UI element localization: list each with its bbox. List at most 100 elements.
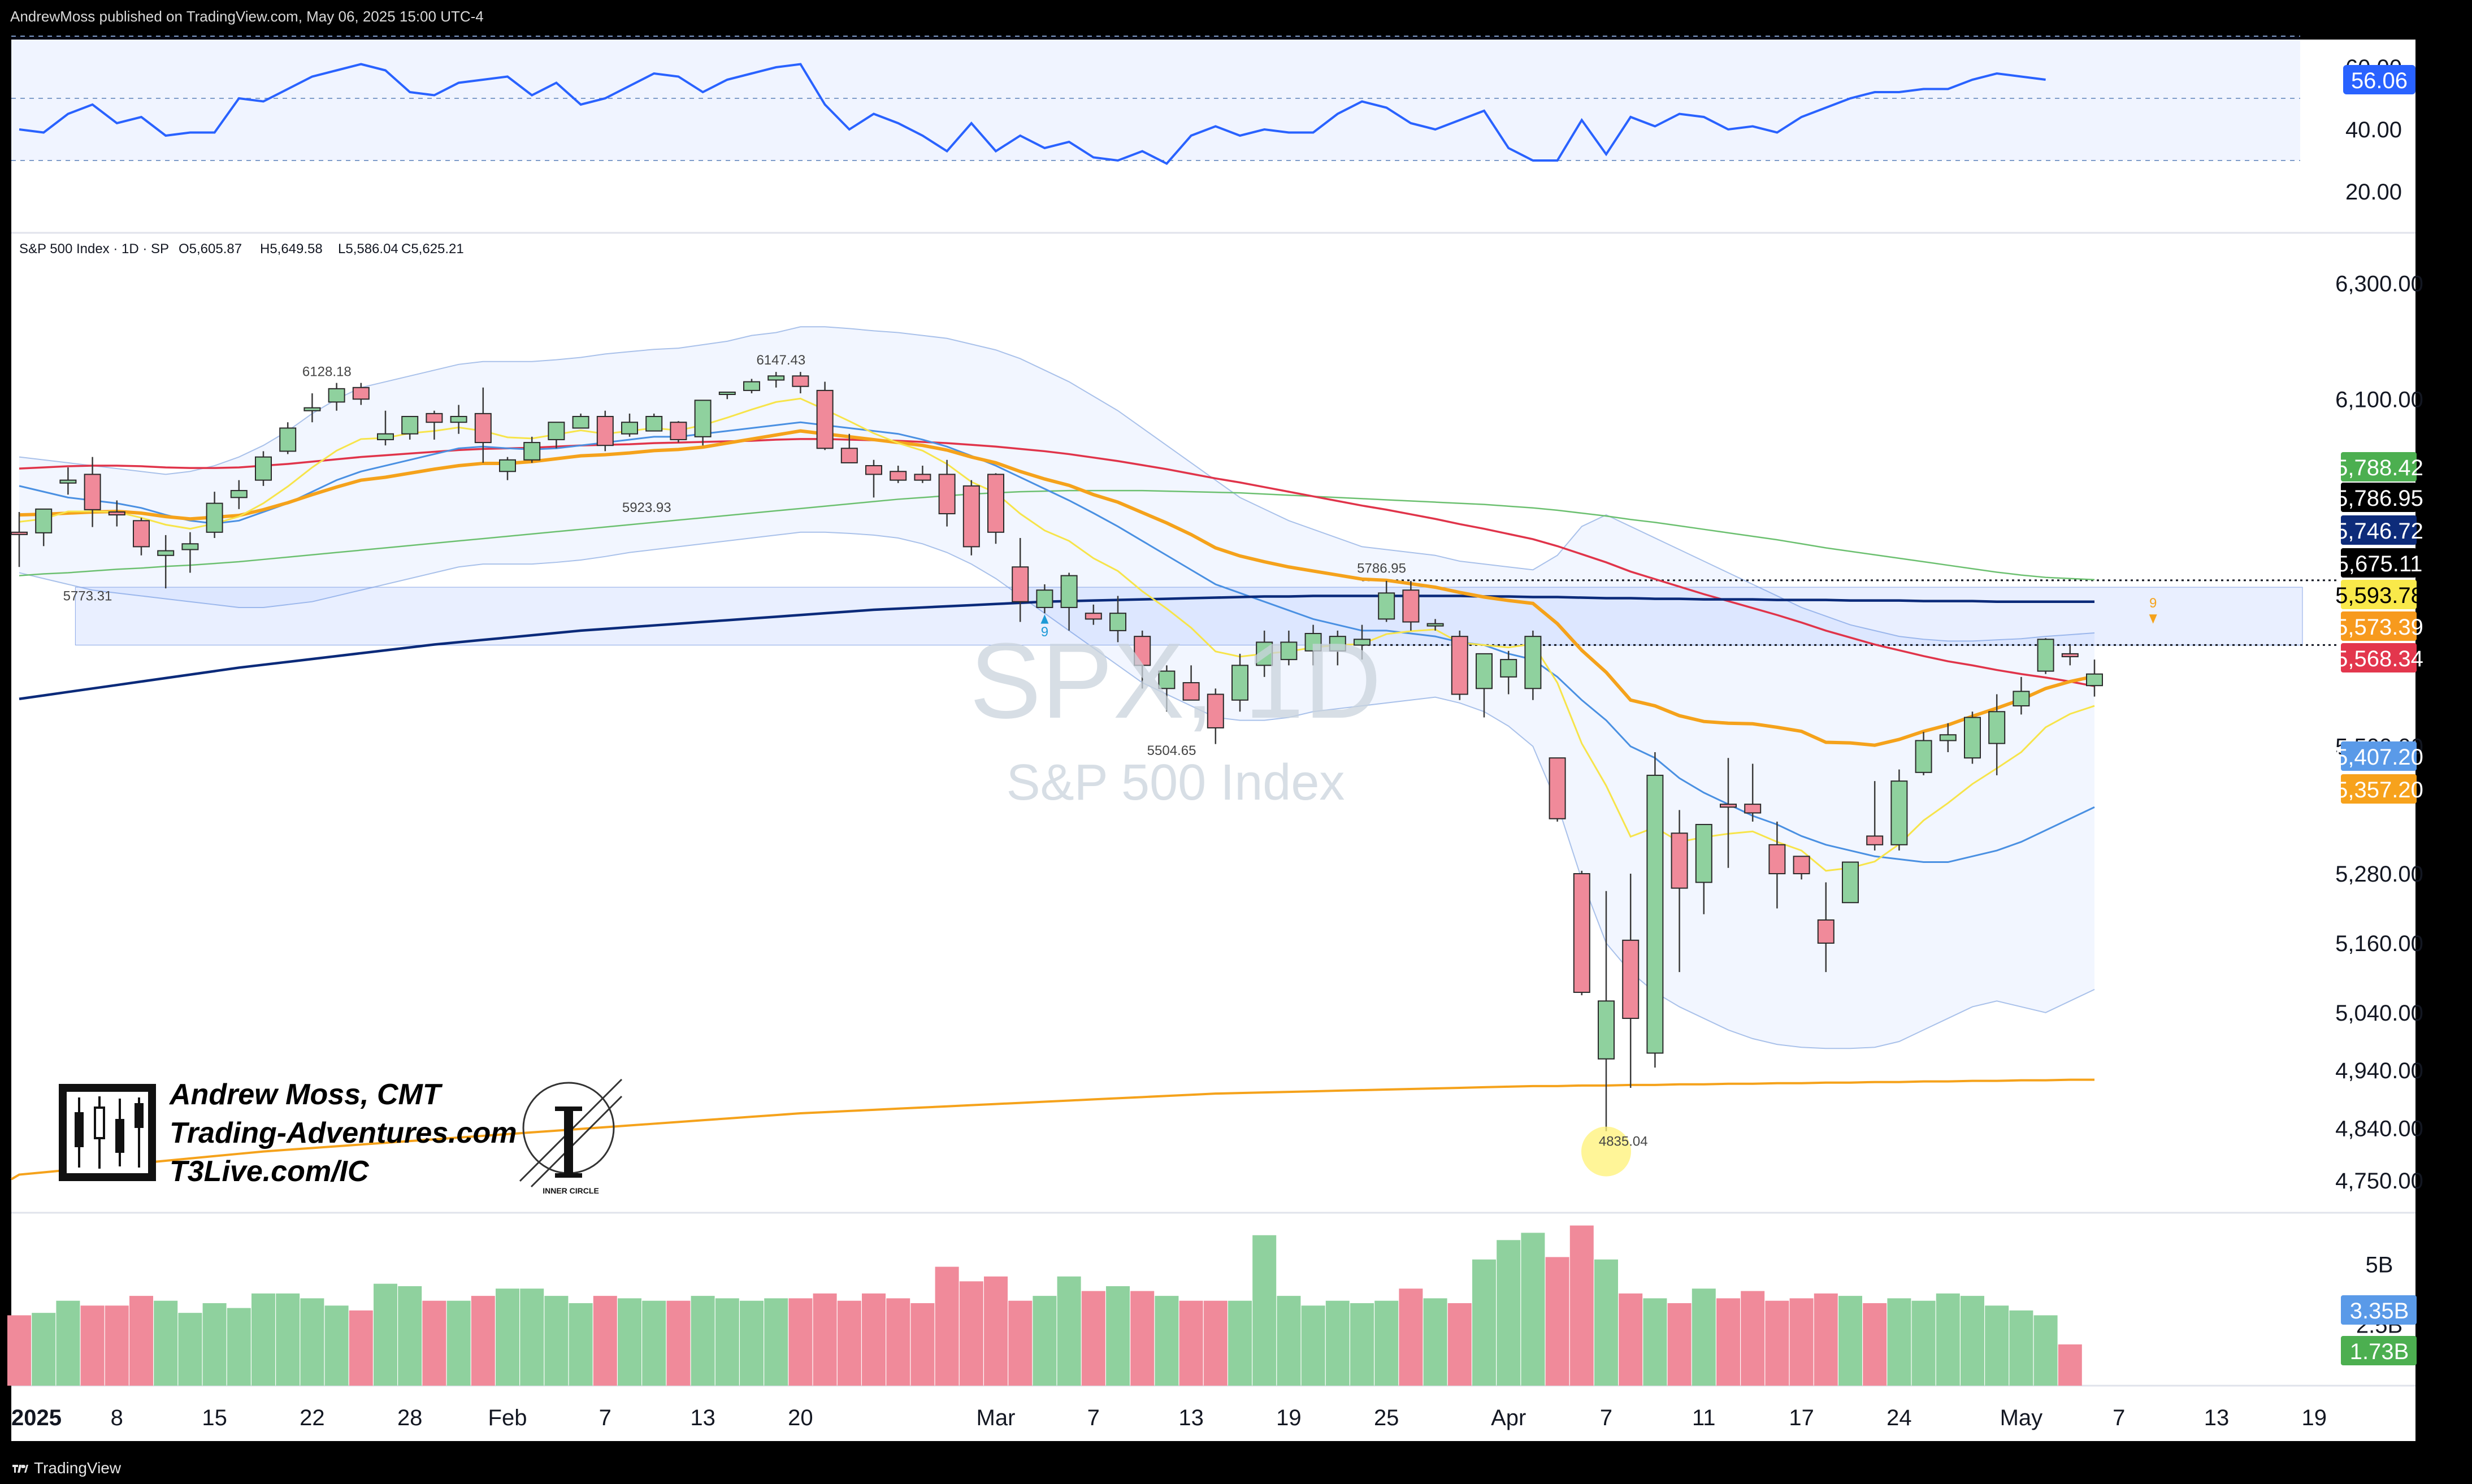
volume-bar bbox=[1374, 1300, 1399, 1386]
volume-bar bbox=[154, 1300, 178, 1386]
price-annotation: 5923.93 bbox=[622, 500, 671, 515]
volume-bar bbox=[1130, 1291, 1155, 1386]
volume-bar bbox=[1252, 1235, 1277, 1386]
candle-body-up bbox=[35, 508, 53, 533]
candle bbox=[1256, 630, 1273, 677]
volume-bar bbox=[1863, 1303, 1887, 1386]
candle-body-up bbox=[2086, 673, 2103, 687]
candle-body-up bbox=[255, 456, 272, 481]
volume-bar bbox=[837, 1300, 861, 1386]
volume-bar bbox=[398, 1286, 422, 1386]
candle-body-down bbox=[792, 375, 809, 387]
candle-body-down bbox=[1793, 856, 1810, 875]
price-label-badge bbox=[2341, 643, 2417, 672]
candle-body-up bbox=[1500, 659, 1517, 678]
footer-brand: TradingView bbox=[34, 1459, 122, 1477]
volume-bar bbox=[349, 1310, 373, 1386]
legend-high: H5,649.58 bbox=[260, 241, 323, 257]
candle bbox=[1866, 781, 1884, 851]
candle-body-down bbox=[1817, 919, 1835, 944]
volume-bar bbox=[496, 1288, 519, 1386]
volume-bar bbox=[1472, 1259, 1496, 1386]
candle bbox=[1695, 823, 1712, 914]
candle bbox=[1720, 758, 1737, 868]
candle bbox=[1646, 752, 1664, 1068]
volume-bar bbox=[788, 1298, 813, 1386]
candle bbox=[694, 400, 712, 446]
volume-bar bbox=[544, 1296, 569, 1386]
volume-bar bbox=[1277, 1296, 1301, 1386]
sma200-line bbox=[19, 595, 2094, 700]
volume-bar bbox=[1350, 1303, 1374, 1386]
candle bbox=[645, 413, 663, 432]
candle bbox=[108, 500, 125, 527]
rsi-current-badge bbox=[2343, 65, 2415, 94]
volume-bar bbox=[1716, 1298, 1740, 1386]
candle bbox=[1109, 596, 1126, 643]
volume-bar bbox=[666, 1300, 691, 1386]
time-axis[interactable]: 2025 8 15 22 28 Feb 7 13 20 Mar 7 13 19 25 Apr 7 11 17 24 M… bbox=[11, 1405, 2327, 1430]
candle-body-up bbox=[1280, 641, 1298, 661]
candle bbox=[1134, 630, 1151, 689]
price-pane[interactable]: 5773.31 6128.18 5923.93 6147.43 5786.95 5504.… bbox=[10, 232, 2415, 1387]
ema8-line bbox=[19, 397, 2095, 872]
volume-bar bbox=[1545, 1257, 1569, 1386]
volume-tick-label: 5B bbox=[2366, 1252, 2393, 1277]
price-label-value: 5,573.39 bbox=[2335, 615, 2423, 640]
candle bbox=[1793, 856, 1810, 880]
candle bbox=[962, 480, 980, 556]
time-tick-label: 7 bbox=[599, 1405, 612, 1430]
candle bbox=[2037, 638, 2054, 674]
volume-bar bbox=[715, 1298, 739, 1386]
price-label-value: 5,407.20 bbox=[2335, 745, 2423, 770]
price-label-badge bbox=[2341, 741, 2417, 771]
ema21-line bbox=[19, 429, 2095, 747]
volume-bar bbox=[276, 1293, 300, 1386]
candle-body-up bbox=[1915, 740, 1932, 773]
volume-label-badge bbox=[2341, 1336, 2417, 1365]
volume-bar bbox=[593, 1296, 617, 1386]
price-label-value: 5,357.20 bbox=[2335, 778, 2423, 802]
volume-bar bbox=[251, 1293, 275, 1386]
volume-bar bbox=[471, 1296, 495, 1386]
inner-circle-seal-icon: INNER CIRCLE bbox=[519, 1078, 623, 1195]
volume-bar bbox=[813, 1293, 837, 1386]
volume-bar bbox=[1301, 1305, 1325, 1386]
candle-body-up bbox=[743, 381, 760, 391]
candlestick-logo-icon bbox=[59, 1084, 156, 1181]
candle bbox=[890, 466, 907, 483]
price-tick-label: 6,300.00 bbox=[2335, 271, 2423, 296]
brand-site: Trading-Adventures.com bbox=[170, 1117, 517, 1149]
candle-body-up bbox=[1939, 734, 1957, 741]
candle-body-down bbox=[890, 471, 907, 481]
candle bbox=[157, 535, 175, 589]
candle bbox=[914, 466, 931, 483]
candle bbox=[133, 518, 150, 556]
legend-open: O5,605.87 bbox=[179, 241, 242, 257]
time-tick-label: 24 bbox=[1886, 1405, 1912, 1430]
sma100-line bbox=[19, 489, 2095, 581]
price-axis[interactable]: 6,300.006,100.005,500.005,280.005,160.00… bbox=[2335, 271, 2423, 1193]
candle bbox=[572, 413, 589, 429]
volume-bar bbox=[1325, 1300, 1350, 1386]
candle bbox=[255, 451, 272, 486]
volume-bar bbox=[324, 1305, 349, 1386]
volume-bar bbox=[1911, 1300, 1936, 1386]
candle-body-down bbox=[816, 389, 834, 449]
candle-body-down bbox=[1866, 835, 1884, 845]
time-tick-label: Apr bbox=[1491, 1405, 1526, 1430]
candle bbox=[279, 422, 297, 454]
time-tick-label: 7 bbox=[1600, 1405, 1612, 1430]
candle-body-up bbox=[157, 550, 175, 556]
legend-close: C5,625.21 bbox=[401, 241, 464, 257]
candle bbox=[1939, 723, 1957, 752]
candle bbox=[1207, 688, 1224, 744]
candle bbox=[1378, 580, 1395, 622]
price-label-value: 5,786.95 bbox=[2335, 486, 2423, 511]
candle bbox=[1842, 861, 1859, 904]
price-label-badge bbox=[2341, 580, 2417, 609]
sma50-line bbox=[19, 438, 2095, 687]
